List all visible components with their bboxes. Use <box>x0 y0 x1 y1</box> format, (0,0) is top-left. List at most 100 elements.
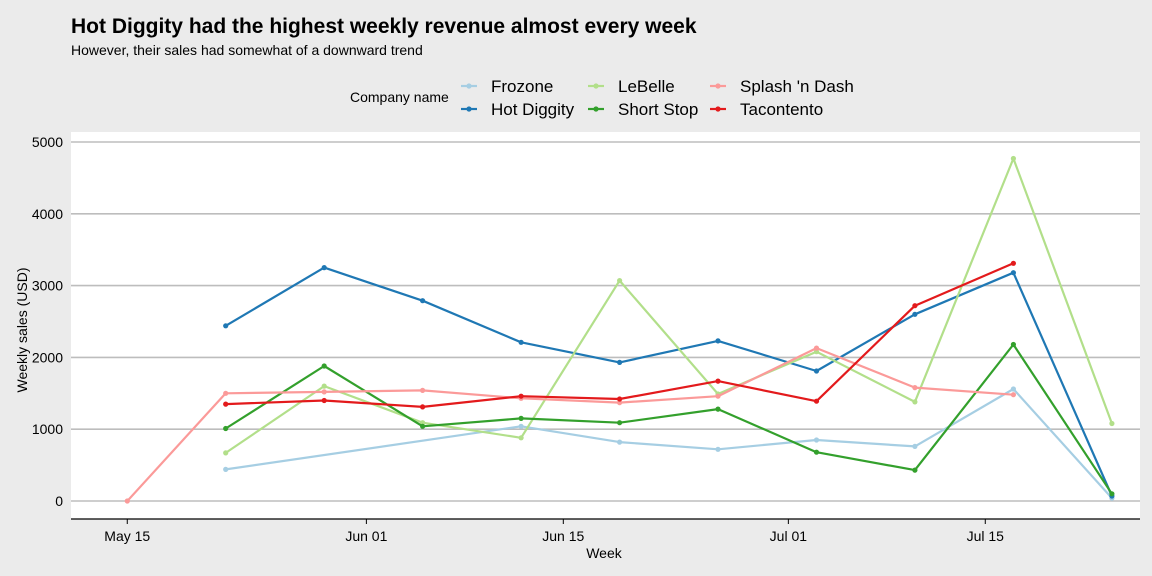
series-layer <box>124 155 1115 504</box>
data-point-frozone <box>617 439 623 445</box>
data-point-lebelle <box>223 450 229 456</box>
legend-key-point <box>593 83 599 89</box>
data-point-lebelle <box>1109 420 1115 427</box>
y-axis-ticks: 0 1000 2000 3000 4000 5000 <box>32 134 63 509</box>
data-point-tacontento <box>1010 260 1017 266</box>
gridlines <box>71 141 1140 502</box>
data-point-short-stop <box>223 425 229 432</box>
data-point-short-stop <box>715 406 721 412</box>
series-line-short-stop <box>224 343 1114 495</box>
data-point-lebelle <box>518 435 524 441</box>
legend-label: Short Stop <box>618 100 698 119</box>
legend-item-lebelle: LeBelle <box>588 77 675 96</box>
data-point-hot-diggity <box>321 265 327 271</box>
y-tick-label: 0 <box>55 493 63 509</box>
y-tick-label: 3000 <box>32 278 63 294</box>
legend-item-tacontento: Tacontento <box>710 100 823 119</box>
data-point-hot-diggity <box>617 359 623 365</box>
legend-label: LeBelle <box>618 77 675 96</box>
data-point-splash-n-dash <box>1010 392 1017 398</box>
legend-item-short-stop: Short Stop <box>588 100 698 119</box>
y-tick-label: 1000 <box>32 421 63 437</box>
data-point-short-stop <box>1109 491 1115 497</box>
series-tacontento <box>223 260 1017 410</box>
data-point-hot-diggity <box>813 368 820 374</box>
series-hot-diggity <box>223 265 1115 499</box>
x-tick-label: Jul 01 <box>770 528 808 544</box>
data-point-lebelle <box>1010 155 1017 162</box>
data-point-hot-diggity <box>223 323 229 329</box>
data-point-tacontento <box>420 404 426 410</box>
data-point-splash-n-dash <box>124 498 130 504</box>
data-point-frozone <box>1010 386 1017 392</box>
data-point-splash-n-dash <box>912 385 918 391</box>
x-tick-label: Jul 15 <box>967 528 1005 544</box>
x-axis-label: Week <box>586 545 623 561</box>
data-point-lebelle <box>617 278 623 284</box>
data-point-splash-n-dash <box>223 390 229 396</box>
data-point-lebelle <box>813 349 820 355</box>
legend-key-point <box>715 83 721 89</box>
legend-item-frozone: Frozone <box>461 77 553 96</box>
data-point-splash-n-dash <box>321 389 327 395</box>
x-tick-label: May 15 <box>104 528 150 544</box>
data-point-tacontento <box>321 397 327 404</box>
data-point-short-stop <box>518 415 524 421</box>
data-point-hot-diggity <box>1010 270 1017 276</box>
data-point-tacontento <box>912 303 918 309</box>
data-point-splash-n-dash <box>813 345 820 351</box>
legend-key-point <box>715 106 721 112</box>
series-line-hot-diggity <box>224 266 1114 498</box>
data-point-hot-diggity <box>420 298 426 304</box>
legend-label: Splash 'n Dash <box>740 77 854 96</box>
series-line-splash-n-dash <box>126 347 1015 503</box>
data-point-short-stop <box>617 420 623 426</box>
series-frozone <box>223 386 1115 501</box>
data-point-frozone <box>223 466 229 472</box>
legend-key-point <box>466 106 472 112</box>
legend-key-point <box>593 106 599 112</box>
data-point-frozone <box>715 446 721 452</box>
data-point-short-stop <box>1010 341 1017 348</box>
data-point-splash-n-dash <box>420 387 426 393</box>
data-point-short-stop <box>420 423 426 429</box>
y-tick-label: 2000 <box>32 349 63 365</box>
legend-key-point <box>466 83 472 89</box>
y-tick-label: 5000 <box>32 134 63 150</box>
data-point-splash-n-dash <box>715 393 721 399</box>
data-point-frozone <box>912 443 918 449</box>
data-point-splash-n-dash <box>617 400 623 406</box>
data-point-lebelle <box>912 399 918 405</box>
data-point-tacontento <box>518 393 524 399</box>
legend-label: Frozone <box>491 77 553 96</box>
data-point-short-stop <box>912 467 918 473</box>
y-axis-label: Weekly sales (USD) <box>14 268 30 393</box>
chart-title: Hot Diggity had the highest weekly reven… <box>71 15 697 38</box>
legend: Company name Frozone Hot Diggity LeBelle Sh… <box>350 77 854 119</box>
legend-label: Hot Diggity <box>491 100 575 119</box>
data-point-lebelle <box>420 420 426 426</box>
x-tick-label: Jun 01 <box>345 528 387 544</box>
data-point-frozone <box>813 437 820 443</box>
legend-item-splash-n-dash: Splash 'n Dash <box>710 77 854 96</box>
data-point-short-stop <box>813 449 820 455</box>
data-point-frozone <box>518 423 524 429</box>
chart-subtitle: However, their sales had somewhat of a d… <box>71 42 423 58</box>
data-point-short-stop <box>321 363 327 369</box>
x-axis-ticks: May 15 Jun 01 Jun 15 Jul 01 Jul 15 <box>104 519 1004 544</box>
plot-panel <box>71 132 1140 519</box>
legend-label: Tacontento <box>740 100 823 119</box>
data-point-hot-diggity <box>518 339 524 345</box>
data-point-tacontento <box>715 378 721 384</box>
data-point-hot-diggity <box>715 338 721 344</box>
data-point-lebelle <box>321 383 327 389</box>
data-point-tacontento <box>223 401 229 407</box>
data-point-tacontento <box>617 396 623 402</box>
data-point-tacontento <box>813 398 820 404</box>
x-tick-label: Jun 15 <box>542 528 584 544</box>
legend-title: Company name <box>350 89 449 105</box>
legend-item-hot-diggity: Hot Diggity <box>461 100 575 119</box>
series-line-frozone <box>224 387 1114 500</box>
data-point-hot-diggity <box>912 311 918 317</box>
